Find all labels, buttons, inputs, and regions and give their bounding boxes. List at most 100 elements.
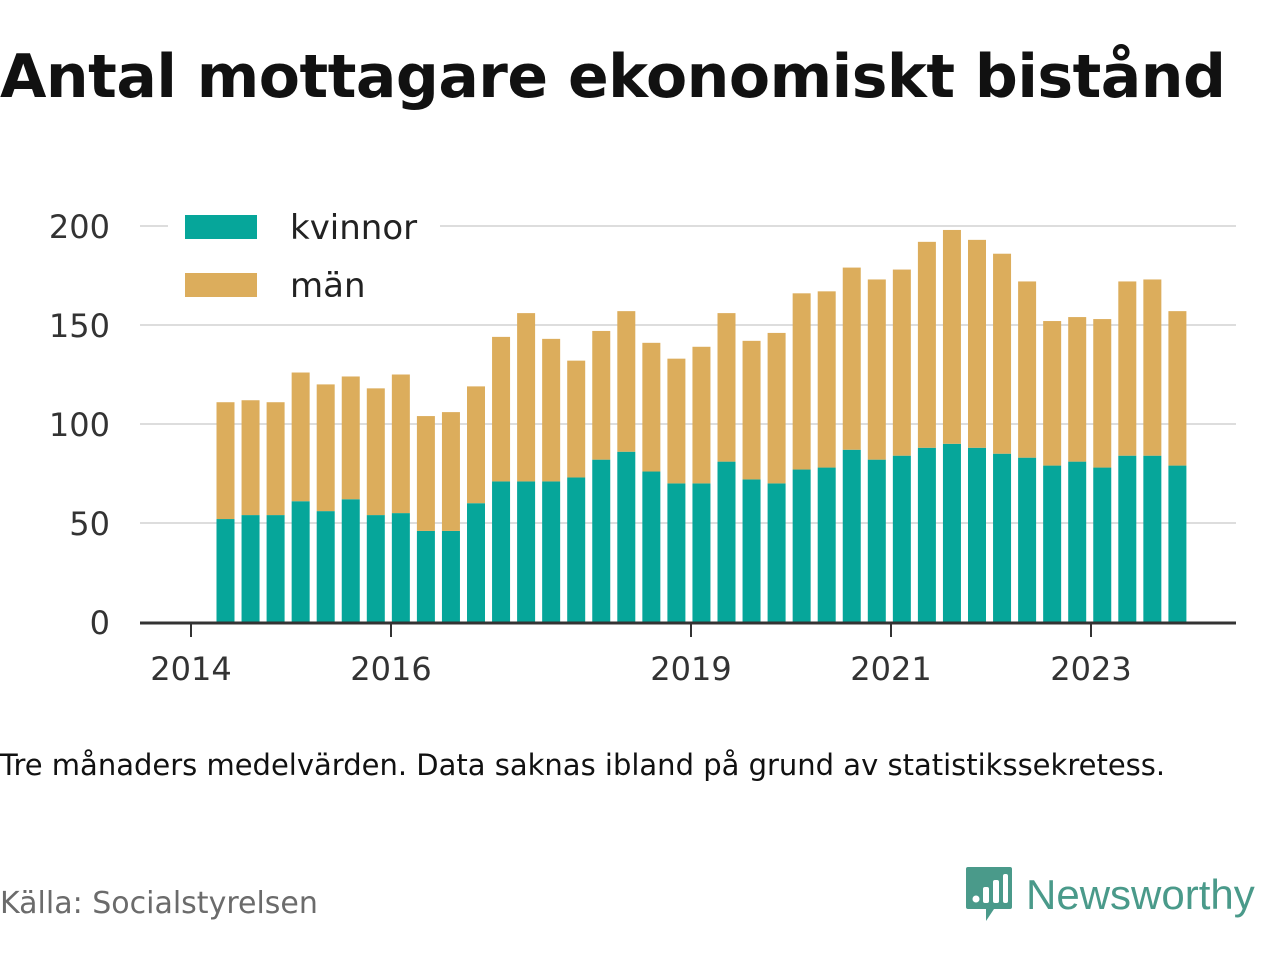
x-tick-label: 2016	[350, 650, 431, 688]
bar-kvinnor	[391, 513, 410, 622]
bar-man	[441, 412, 460, 531]
x-tick-label: 2023	[1050, 650, 1131, 688]
bar-kvinnor	[1018, 457, 1037, 622]
y-tick-label: 150	[49, 307, 110, 345]
bar-kvinnor	[441, 530, 460, 622]
legend-swatch	[185, 215, 257, 239]
bar-man	[767, 332, 786, 484]
bar-man	[492, 336, 511, 482]
bar-kvinnor	[993, 453, 1012, 622]
bar-man	[1043, 321, 1062, 466]
bar-kvinnor	[767, 483, 786, 622]
bar-kvinnor	[817, 467, 836, 622]
bar-kvinnor	[867, 459, 886, 622]
x-tick-label: 2014	[150, 650, 231, 688]
bar-kvinnor	[316, 511, 335, 622]
legend-label: kvinnor	[290, 208, 417, 248]
y-tick-label: 200	[49, 208, 110, 246]
bar-man	[1068, 317, 1087, 462]
bar-man	[1018, 281, 1037, 458]
newsworthy-logo-text: Newsworthy	[1026, 871, 1255, 918]
bars	[216, 229, 1187, 622]
x-tick-label: 2021	[850, 650, 931, 688]
bar-man	[742, 340, 761, 480]
source-label: Källa: Socialstyrelsen	[0, 886, 318, 921]
axes: 0 50 100 150 200 2014 2016 2019 2021 2023	[49, 208, 1236, 688]
y-tick-label: 100	[49, 406, 110, 444]
bar-man	[467, 386, 485, 504]
bar-kvinnor	[241, 515, 260, 622]
bar-man	[416, 416, 435, 531]
chart-note: Tre månaders medelvärden. Data saknas ib…	[0, 748, 1166, 782]
bar-kvinnor	[617, 451, 636, 622]
bar-man	[792, 293, 811, 470]
bar-man	[968, 239, 986, 448]
bar-man	[316, 384, 335, 512]
bar-man	[1168, 311, 1187, 466]
bar-man	[391, 374, 410, 514]
bar-man	[517, 313, 536, 482]
bar-man	[567, 360, 586, 478]
bar-kvinnor	[467, 503, 485, 622]
bar-man	[917, 241, 936, 448]
bar-man	[1093, 319, 1112, 468]
bar-man	[366, 388, 385, 516]
bar-kvinnor	[291, 501, 310, 622]
bar-kvinnor	[1168, 465, 1187, 622]
legend-swatch	[185, 273, 257, 297]
x-tick-label: 2019	[650, 650, 731, 688]
bar-kvinnor	[742, 479, 761, 622]
bar-man	[842, 267, 861, 450]
bar-kvinnor	[1043, 465, 1062, 622]
bar-man	[266, 402, 285, 516]
newsworthy-logo-icon	[966, 867, 1012, 921]
bar-man	[592, 330, 611, 460]
bar-man	[667, 358, 686, 484]
bar-kvinnor	[542, 481, 561, 622]
bar-kvinnor	[842, 449, 861, 622]
bar-kvinnor	[968, 447, 986, 622]
bar-man	[817, 291, 836, 468]
bar-kvinnor	[366, 515, 385, 622]
bar-kvinnor	[942, 443, 961, 622]
bar-man	[942, 229, 961, 444]
bar-man	[993, 253, 1012, 454]
y-tick-label: 0	[90, 604, 110, 642]
bar-kvinnor	[1093, 467, 1112, 622]
bar-man	[1118, 281, 1137, 456]
bar-man	[617, 311, 636, 452]
bar-kvinnor	[792, 469, 811, 622]
bar-kvinnor	[592, 459, 611, 622]
bar-man	[1143, 279, 1162, 456]
bar-kvinnor	[517, 481, 536, 622]
bar-man	[892, 269, 911, 456]
bar-man	[216, 402, 235, 520]
bar-kvinnor	[717, 461, 736, 622]
bar-kvinnor	[667, 483, 686, 622]
bar-kvinnor	[642, 471, 661, 622]
bar-kvinnor	[1143, 455, 1162, 622]
bar-kvinnor	[216, 519, 235, 622]
bar-kvinnor	[692, 483, 711, 622]
bar-kvinnor	[341, 499, 360, 622]
bar-man	[717, 313, 736, 462]
chart-title: Antal mottagare ekonomiskt bistånd	[0, 42, 1226, 112]
bar-man	[241, 400, 260, 516]
bar-kvinnor	[567, 477, 586, 622]
bar-man	[341, 376, 360, 500]
bar-man	[542, 338, 561, 482]
bar-kvinnor	[892, 455, 911, 622]
bar-kvinnor	[1068, 461, 1087, 622]
bar-kvinnor	[266, 515, 285, 622]
bar-man	[692, 346, 711, 484]
bar-kvinnor	[1118, 455, 1137, 622]
bar-chart: 0 50 100 150 200 2014 2016 2019 2021 2023 kvinnor…	[48, 204, 1236, 688]
bar-man	[642, 342, 661, 472]
bar-kvinnor	[492, 481, 511, 622]
newsworthy-logo: Newsworthy	[964, 864, 1255, 926]
y-tick-label: 50	[69, 505, 110, 543]
bar-man	[867, 279, 886, 460]
bar-kvinnor	[416, 530, 435, 622]
legend: kvinnor män	[168, 204, 440, 314]
bar-kvinnor	[917, 447, 936, 622]
